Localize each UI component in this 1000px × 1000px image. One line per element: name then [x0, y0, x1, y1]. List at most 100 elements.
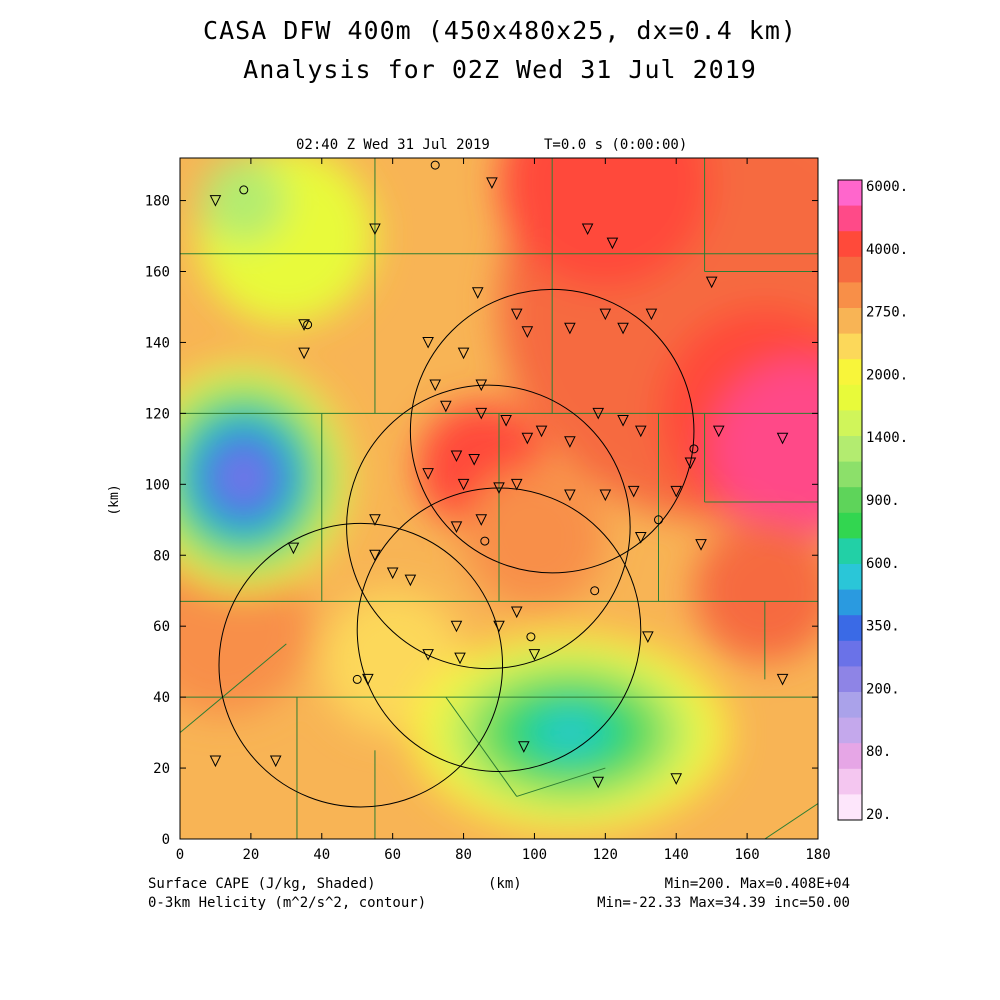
- station-marker: [617, 322, 629, 335]
- x-tick-label: 180: [805, 847, 830, 863]
- colorbar-swatch: [838, 640, 862, 667]
- station-marker: [535, 425, 548, 438]
- station-marker: [695, 539, 707, 551]
- x-tick-label: 20: [242, 847, 259, 863]
- x-tick-label: 40: [313, 847, 330, 863]
- station-markers: [209, 160, 789, 789]
- colorbar-swatch: [838, 180, 862, 207]
- county-boundaries: [180, 158, 818, 839]
- y-tick-label: 180: [145, 194, 170, 210]
- radar-range-rings: [218, 288, 695, 808]
- model-time-label: T=0.0 s (0:00:00): [544, 137, 688, 153]
- station-marker: [705, 276, 718, 289]
- cape-low-contour: [230, 463, 258, 492]
- colorbar-label: 6000.: [866, 179, 908, 195]
- colorbar-swatch: [838, 564, 862, 591]
- station-marker: [475, 407, 488, 420]
- colorbar-label: 350.: [866, 619, 900, 635]
- shaded-field-label: Surface CAPE (J/kg, Shaded): [148, 876, 376, 892]
- station-marker: [599, 489, 612, 502]
- cape-blob: [201, 158, 287, 244]
- station-marker: [369, 514, 381, 526]
- station-marker: [209, 195, 222, 207]
- colorbar-swatch: [838, 461, 862, 488]
- station-marker: [457, 347, 470, 360]
- station-marker: [450, 450, 463, 463]
- station-marker: [422, 336, 434, 349]
- x-tick-label: 140: [664, 847, 689, 863]
- colorbar-swatch: [838, 231, 862, 258]
- county-line: [445, 696, 518, 797]
- colorbar-swatch: [838, 589, 862, 616]
- station-marker: [475, 379, 488, 392]
- chart-title: CASA DFW 400m (450x480x25, dx=0.4 km): [203, 16, 797, 45]
- station-marker: [510, 308, 523, 321]
- colorbar-swatch: [838, 256, 862, 283]
- station-marker: [386, 567, 399, 580]
- station-marker: [617, 414, 629, 427]
- colorbar-swatch: [838, 743, 862, 770]
- cape-blobs: [180, 158, 818, 832]
- station-marker: [422, 468, 434, 480]
- station-marker: [528, 649, 541, 661]
- x-tick-label: 160: [734, 847, 759, 863]
- y-tick-label: 140: [145, 335, 170, 351]
- station-marker: [776, 673, 789, 686]
- station-marker: [634, 425, 647, 438]
- y-axis-label: (km): [107, 484, 122, 515]
- colorbar-label: 4000.: [866, 242, 908, 258]
- valid-time-label: 02:40 Z Wed 31 Jul 2019: [296, 137, 490, 153]
- station-marker: [642, 631, 654, 643]
- site-marker: [480, 536, 490, 546]
- colorbar-swatch: [838, 512, 862, 539]
- station-marker: [486, 177, 498, 189]
- plot-frame: [179, 157, 819, 840]
- station-marker: [454, 652, 466, 665]
- station-marker: [510, 606, 523, 619]
- y-tick-label: 80: [153, 548, 170, 564]
- site-marker: [526, 632, 536, 642]
- station-marker: [684, 457, 697, 470]
- colorbar-swatch: [838, 615, 862, 642]
- station-marker: [209, 755, 222, 768]
- y-tick-label: 0: [162, 832, 170, 848]
- station-marker: [422, 649, 434, 661]
- colorbar-swatch: [838, 359, 862, 386]
- station-marker: [521, 432, 534, 445]
- colorbar-swatch: [838, 692, 862, 719]
- y-tick-label: 120: [145, 406, 170, 422]
- county-line: [180, 643, 287, 733]
- x-tick-label: 120: [593, 847, 618, 863]
- colorbar-label: 200.: [866, 681, 900, 697]
- station-marker: [712, 425, 725, 438]
- x-tick-label: 60: [384, 847, 401, 863]
- colorbar-swatch: [838, 717, 862, 744]
- site-marker: [239, 185, 249, 195]
- station-marker: [404, 574, 417, 587]
- site-marker: [689, 444, 699, 454]
- y-tick-label: 60: [153, 619, 170, 635]
- colorbar-swatch: [838, 436, 862, 463]
- station-marker: [510, 478, 523, 491]
- colorbar-swatch: [838, 666, 862, 693]
- colorbar-swatch: [838, 333, 862, 360]
- station-marker: [298, 347, 310, 360]
- contour-field-label: 0-3km Helicity (m^2/s^2, contour): [148, 895, 427, 911]
- colorbar-swatch: [838, 538, 862, 565]
- y-tick-label: 40: [153, 690, 170, 706]
- x-tick-label: 0: [176, 847, 184, 863]
- cape-low-contour: [543, 716, 597, 750]
- station-marker: [645, 308, 658, 321]
- colorbar-swatch: [838, 308, 862, 335]
- radar-range-ring: [218, 522, 504, 808]
- station-marker: [493, 482, 505, 494]
- station-marker: [521, 326, 534, 338]
- station-marker: [592, 407, 605, 420]
- station-marker: [468, 453, 480, 466]
- station-marker: [362, 673, 374, 686]
- y-tick-label: 160: [145, 265, 170, 281]
- shaded-stats: Min=200. Max=0.408E+04: [664, 876, 850, 892]
- colorbar-swatch: [838, 384, 862, 411]
- radar-range-ring: [346, 384, 631, 670]
